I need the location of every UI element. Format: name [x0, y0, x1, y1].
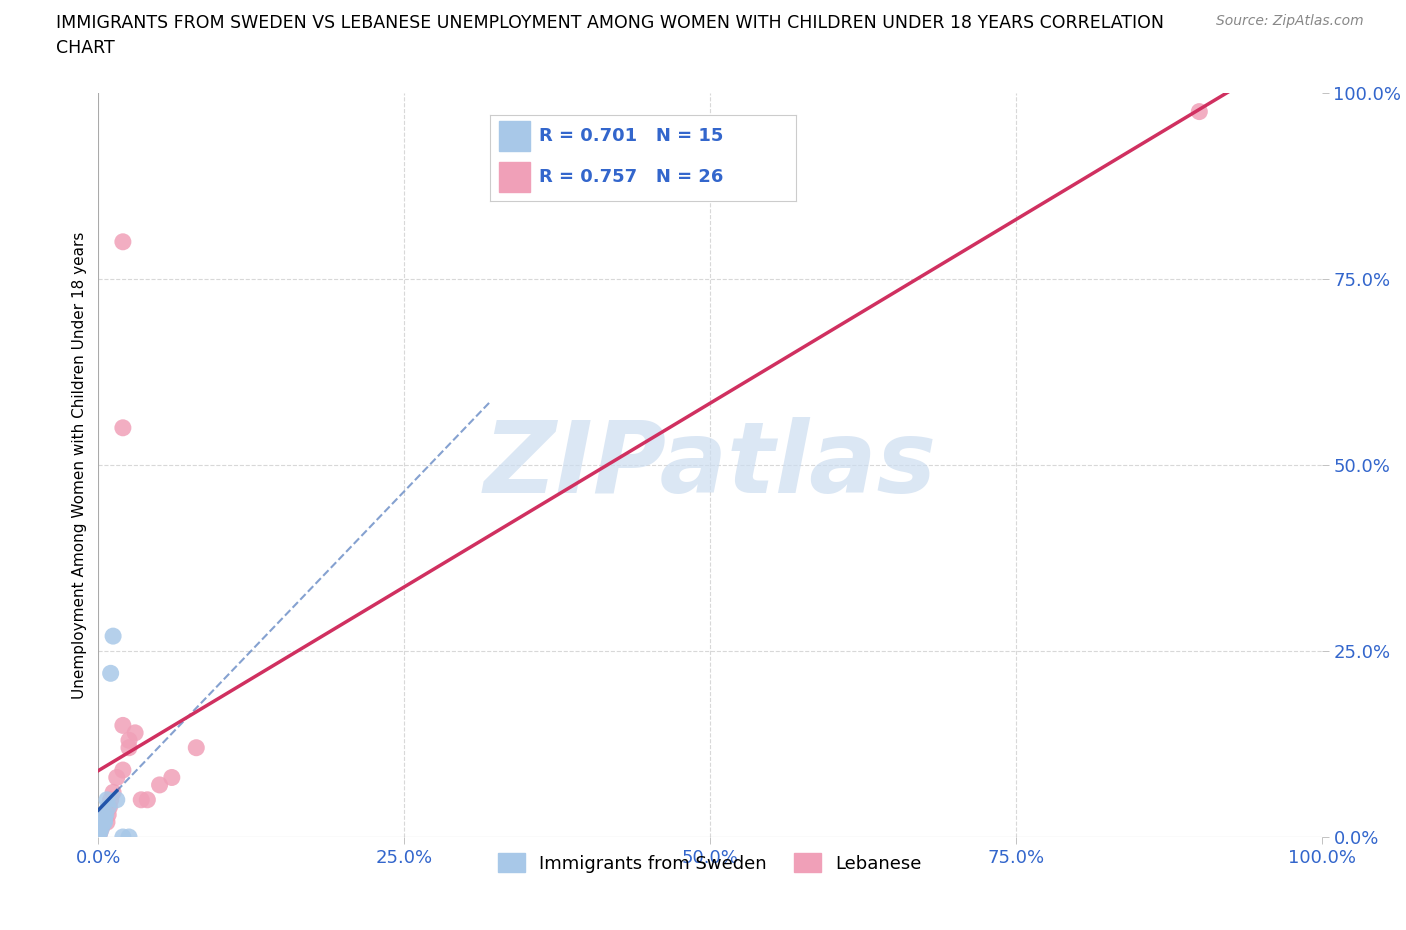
Point [93, 815, 115, 830]
Point [111, 830, 134, 844]
Point [101, 629, 124, 644]
Point [105, 792, 128, 807]
Point [94, 807, 117, 822]
Point [124, 725, 146, 740]
Point [89, 826, 111, 841]
Point [97, 807, 120, 822]
Point [101, 785, 124, 800]
Point [91, 815, 114, 830]
Point [111, 420, 134, 435]
Point [160, 770, 183, 785]
Legend: Immigrants from Sweden, Lebanese: Immigrants from Sweden, Lebanese [491, 846, 929, 880]
Point [129, 792, 152, 807]
Point [186, 740, 208, 755]
Point [90, 822, 112, 837]
Point [111, 763, 134, 777]
Point [96, 815, 118, 830]
Point [118, 733, 141, 748]
Point [87, 830, 110, 844]
Text: CHART: CHART [56, 39, 115, 57]
Point [91, 815, 114, 830]
Y-axis label: Unemployment Among Women with Children Under 18 years: Unemployment Among Women with Children U… [72, 232, 87, 698]
Text: ZIPatlas: ZIPatlas [484, 417, 936, 513]
Point [98, 800, 121, 815]
Point [93, 811, 115, 826]
Text: Source: ZipAtlas.com: Source: ZipAtlas.com [1216, 14, 1364, 28]
Point [96, 792, 118, 807]
Point [111, 718, 134, 733]
Point [97, 800, 120, 815]
Point [118, 740, 141, 755]
Point [111, 234, 134, 249]
Point [136, 792, 159, 807]
Point [90, 822, 112, 837]
Point [105, 770, 128, 785]
Text: IMMIGRANTS FROM SWEDEN VS LEBANESE UNEMPLOYMENT AMONG WOMEN WITH CHILDREN UNDER : IMMIGRANTS FROM SWEDEN VS LEBANESE UNEMP… [56, 14, 1164, 32]
Point [91, 818, 114, 833]
Point [118, 830, 141, 844]
Point [87, 830, 110, 844]
Point [94, 807, 117, 822]
Point [89, 826, 111, 841]
Point [149, 777, 172, 792]
Point [91, 818, 114, 833]
Point [100, 666, 122, 681]
Point [93, 811, 115, 826]
Point [100, 792, 122, 807]
Point [1188, 104, 1211, 119]
